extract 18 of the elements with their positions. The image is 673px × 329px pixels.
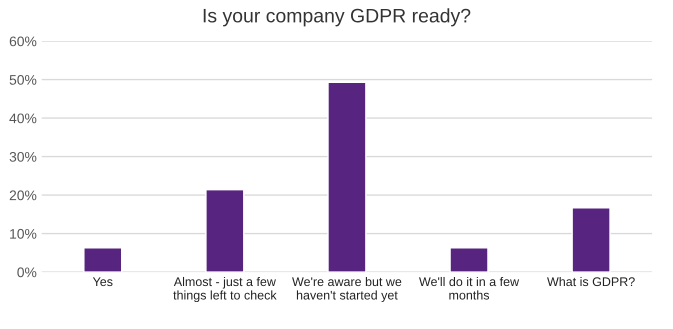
bar — [571, 207, 611, 272]
x-tick-label: We'll do it in a few months — [419, 276, 520, 300]
chart-title: Is your company GDPR ready? — [204, 8, 470, 26]
x-tick-label: Almost - just a few things left to check — [173, 276, 277, 302]
bar — [205, 189, 244, 272]
y-tick-label: 20% — [10, 190, 36, 200]
x-tick-label: Yes — [92, 277, 113, 286]
x-tick-label: What is GDPR? — [547, 276, 635, 286]
bar — [327, 82, 367, 272]
y-tick-label: 40% — [9, 113, 36, 124]
bar — [449, 247, 489, 272]
y-tick-label: 0% — [17, 267, 36, 278]
bar — [83, 247, 122, 272]
y-tick-label: 60% — [10, 36, 36, 46]
y-tick-label: 10% — [10, 228, 36, 239]
x-tick-label: We're aware but we haven't started yet — [292, 276, 402, 302]
y-tick-label: 50% — [10, 74, 36, 85]
y-tick-label: 30% — [10, 152, 36, 162]
